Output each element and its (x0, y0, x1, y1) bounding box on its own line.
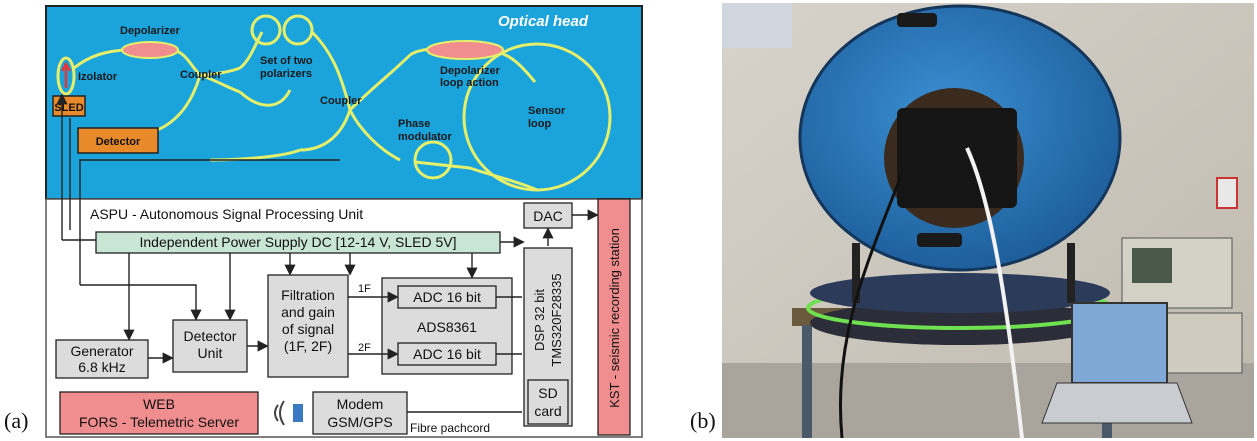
panel-b-label: (b) (690, 408, 716, 433)
base-ring-upper (810, 273, 1110, 313)
modem-box (312, 391, 408, 435)
fibre-label: Fibre pachcord (410, 421, 490, 435)
depol-loop-label-1: Depolarizer (440, 65, 501, 77)
adc-2-label: ADC 16 bit (413, 346, 481, 362)
wall-alarm (1216, 177, 1238, 209)
sd-card-box (527, 379, 569, 425)
depol-loop-label-2: loop action (440, 77, 499, 89)
connections (56, 93, 599, 413)
table-leg-left (802, 325, 812, 438)
adc-1-label: ADC 16 bit (413, 289, 481, 305)
coupler-1-label: Coupler (180, 69, 222, 81)
depolarizer-element (121, 41, 179, 59)
dac-label: DAC (533, 208, 563, 224)
filtration-label-3: of signal (282, 321, 334, 337)
white-cable (965, 147, 1024, 438)
laptop-base (1041, 382, 1193, 424)
generator-box (55, 339, 149, 379)
phase-mod-label-2: modulator (398, 131, 452, 143)
izolator-label: Izolator (78, 71, 118, 83)
generator-label-2: 6.8 kHz (78, 359, 125, 375)
detector-label: Detector (96, 136, 141, 148)
coupler-2-label: Coupler (320, 95, 362, 107)
tag-1f: 1F (358, 283, 371, 295)
depolarizer-label: Depolarizer (120, 25, 181, 37)
fog-system-diagram: Optical head Depolarizer Izolator Couple… (45, 5, 643, 438)
sd-label-2: card (534, 403, 561, 419)
poster (722, 3, 792, 48)
polarizers-label-1: Set of two (260, 55, 313, 67)
filtration-label-4: (1F, 2F) (284, 338, 332, 354)
modem-label-1: Modem (337, 396, 384, 412)
izolator-arrow-icon (60, 61, 72, 88)
dsp-label-1: DSP 32 bit (532, 289, 547, 351)
panel-a-label: (a) (4, 408, 29, 433)
modem-label-2: GSM/GPS (327, 414, 392, 430)
filtration-label-2: and gain (281, 304, 335, 320)
phase-mod-label-1: Phase (398, 118, 430, 130)
antenna-icon (293, 404, 303, 422)
optical-head-title: Optical head (498, 13, 589, 30)
aspu-title: ASPU - Autonomous Signal Processing Unit (90, 206, 363, 222)
detector-unit-label-1: Detector (184, 328, 237, 344)
depolarizer-loop-element (426, 40, 504, 60)
filtration-box (267, 274, 349, 378)
detector-unit-box (172, 319, 248, 373)
polarizers-label-2: polarizers (260, 68, 312, 80)
black-cable (838, 172, 904, 438)
detector-box (77, 127, 159, 154)
filtration-label-1: Filtration (281, 287, 335, 303)
base-ring-lower (810, 301, 1110, 345)
detector-unit-label-2: Unit (198, 345, 223, 361)
electronics-plate (897, 108, 1017, 208)
web-label-1: WEB (143, 396, 175, 412)
stand-right (1067, 243, 1075, 303)
oscilloscope-screen (1132, 248, 1172, 283)
wireless-icon (274, 400, 285, 426)
power-supply-label: Independent Power Supply DC [12-14 V, SL… (139, 234, 456, 250)
bottom-clamp (917, 233, 962, 247)
web-box (59, 391, 259, 435)
sensor-loop-label-2: loop (528, 118, 551, 130)
dsp-label-2: TMS320F28335 (549, 273, 564, 366)
kst-label: KST - seismic recording station (607, 228, 622, 408)
sensor-loop-label-1: Sensor (528, 105, 566, 117)
ads-label: ADS8361 (417, 319, 477, 335)
gyroscope-photo (722, 3, 1254, 438)
top-clamp (897, 13, 937, 27)
generator-label-1: Generator (70, 343, 133, 359)
tag-2f: 2F (358, 342, 371, 354)
sd-label-1: SD (538, 385, 557, 401)
kst-box (597, 198, 631, 436)
web-label-2: FORS - Telemetric Server (79, 414, 239, 430)
stand-left (852, 243, 860, 303)
sled-label: SLED (54, 102, 83, 114)
laptop-screen (1071, 302, 1168, 384)
